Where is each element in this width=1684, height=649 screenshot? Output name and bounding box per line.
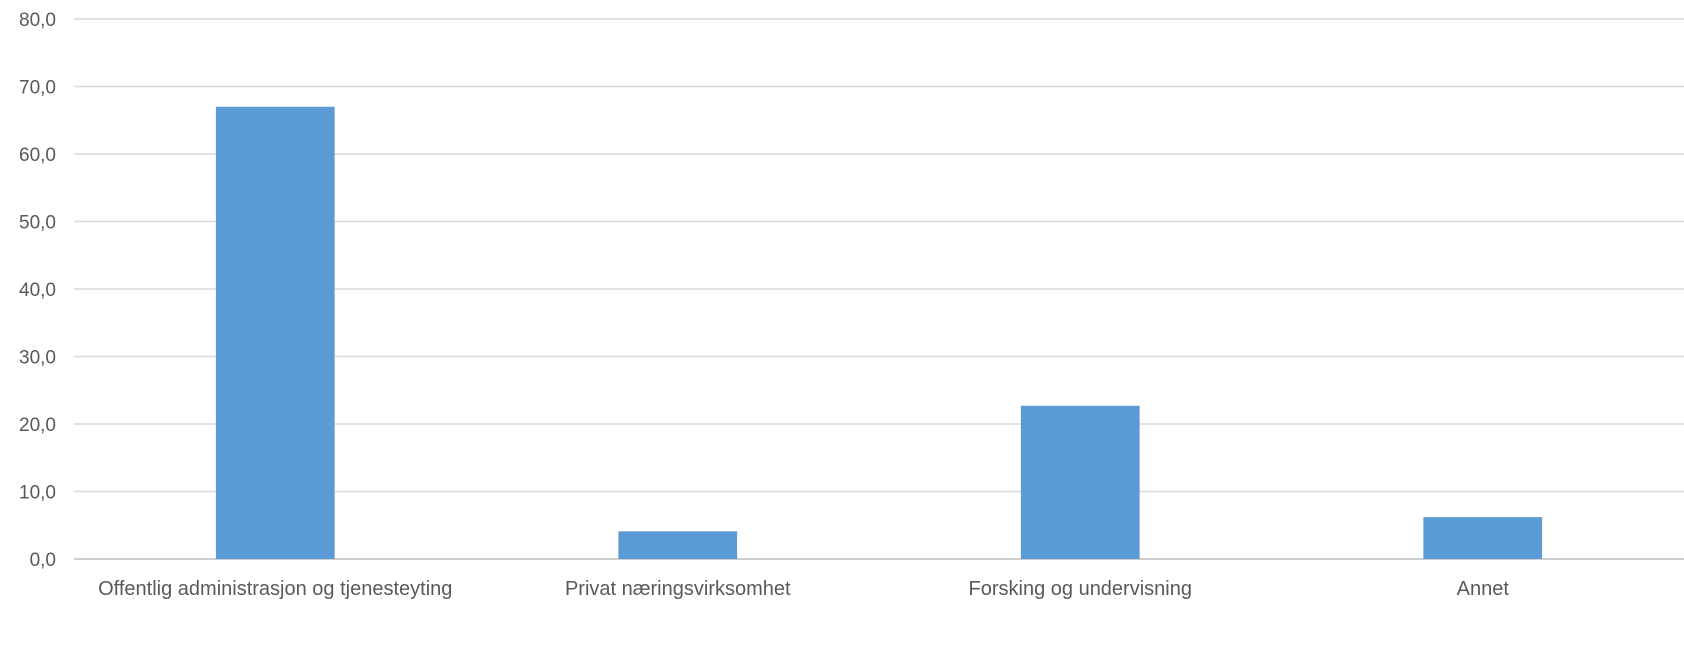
bars <box>215 106 1543 559</box>
y-tick-label: 0,0 <box>30 550 56 571</box>
y-tick-label: 20,0 <box>19 415 56 436</box>
bar <box>1423 517 1543 559</box>
y-tick-label: 80,0 <box>19 10 56 31</box>
y-tick-label: 10,0 <box>19 483 56 504</box>
x-category-label: Offentlig administrasjon og tjenesteytin… <box>98 578 452 600</box>
y-tick-label: 70,0 <box>19 78 56 99</box>
x-category-label: Forsking og undervisning <box>969 578 1192 600</box>
gridlines <box>74 18 1684 560</box>
y-axis-tick-labels: 0,0 10,0 20,0 30,0 40,0 50,0 60,0 70,0 80,0 <box>19 10 56 571</box>
x-category-label: Annet <box>1457 578 1510 600</box>
y-tick-label: 30,0 <box>19 348 56 369</box>
y-tick-label: 60,0 <box>19 145 56 166</box>
y-tick-label: 40,0 <box>19 280 56 301</box>
x-category-label: Privat næringsvirksomhet <box>565 578 791 600</box>
bar <box>1020 405 1140 559</box>
x-axis-category-labels: Offentlig administrasjon og tjenesteytin… <box>98 578 1509 600</box>
bar <box>215 106 335 559</box>
y-tick-label: 50,0 <box>19 213 56 234</box>
bar <box>618 531 738 559</box>
